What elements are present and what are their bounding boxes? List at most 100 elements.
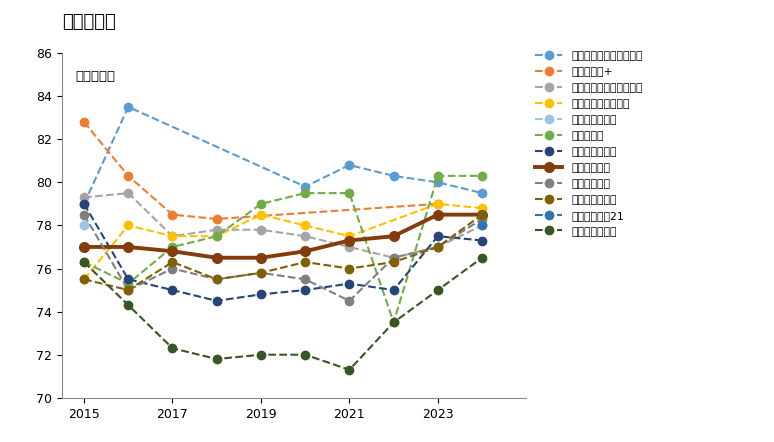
大成有楽不動産販売: [344, 233, 354, 239]
Line: 近鉄の介介: 近鉄の介介: [80, 171, 486, 327]
三井住友トラスト不動産: [168, 233, 177, 239]
Line: 東急リバブル: 東急リバブル: [79, 210, 487, 263]
三井住友トラスト不動産: [212, 227, 221, 232]
東急リバブル: [256, 255, 265, 260]
三井住友トラスト不動産: [256, 227, 265, 232]
福屋不動産販売: [478, 255, 487, 260]
三井のリハウス: [433, 233, 443, 239]
長谷工の介介: [168, 266, 177, 271]
大成有楽不動産販売: [168, 233, 177, 239]
三井住友トラスト不動産: [344, 244, 354, 250]
福屋不動産販売: [433, 287, 443, 293]
住友不動産販売: [389, 259, 399, 265]
東急リバブル: [389, 233, 399, 239]
三井住友トラスト不動産: [124, 191, 133, 196]
近鉄の介介: [256, 201, 265, 206]
長谷工の介介: [478, 216, 487, 221]
野村の介介+: [212, 216, 221, 221]
三井住友トラスト不動産: [300, 233, 310, 239]
大成有楽不動産販売: [256, 212, 265, 217]
野村の介介+: [168, 212, 177, 217]
福屋不動産販売: [124, 302, 133, 308]
大成有楽不動産販売: [433, 201, 443, 206]
長谷工の介介: [389, 255, 399, 260]
福屋不動産販売: [212, 356, 221, 362]
三井住友トラスト不動産: [389, 255, 399, 260]
住友林業ホームサービス: [124, 104, 133, 110]
三井のリハウス: [389, 287, 399, 293]
大成有楽不動産販売: [478, 206, 487, 211]
東急リバブル: [124, 244, 133, 250]
住友不動産販売: [212, 277, 221, 282]
長谷工の介介: [300, 277, 310, 282]
三井のリハウス: [80, 201, 89, 206]
近鉄の介介: [478, 173, 487, 179]
長谷工の介介: [212, 277, 221, 282]
Line: 住友林業ホームサービス: 住友林業ホームサービス: [80, 103, 486, 208]
近鉄の介介: [433, 173, 443, 179]
福屋不動産販売: [168, 346, 177, 351]
大成有楽不動産販売: [212, 233, 221, 239]
東急リバブル: [80, 244, 89, 250]
三井住友トラスト不動産: [478, 223, 487, 228]
住友林業ホームサービス: [478, 191, 487, 196]
東急リバブル: [212, 255, 221, 260]
三井のリハウス: [300, 287, 310, 293]
住友不動産販売: [478, 212, 487, 217]
Text: マンション: マンション: [62, 13, 115, 31]
住友不動産販売: [433, 244, 443, 250]
長谷工の介介: [344, 298, 354, 304]
野村の介介+: [124, 173, 133, 179]
Line: 三井のリハウス: 三井のリハウス: [80, 200, 486, 305]
大成有楽不動産販売: [300, 223, 310, 228]
住友林業ホームサービス: [300, 184, 310, 189]
三井のリハウス: [212, 298, 221, 304]
住友林業ホームサービス: [344, 163, 354, 168]
住友不動産販売: [300, 259, 310, 265]
近鉄の介介: [389, 320, 399, 325]
三井のリハウス: [256, 292, 265, 297]
三井住友トラスト不動産: [80, 195, 89, 200]
三井のリハウス: [478, 238, 487, 243]
Line: 住友不動産販売: 住友不動産販売: [80, 210, 486, 294]
住友林業ホームサービス: [433, 180, 443, 185]
近鉄の介介: [168, 244, 177, 250]
近鉄の介介: [212, 233, 221, 239]
東急リバブル: [344, 238, 354, 243]
Line: 長谷工の介介: 長谷工の介介: [80, 210, 486, 305]
福屋不動産販売: [256, 352, 265, 357]
Text: 顧客満足度: 顧客満足度: [76, 70, 116, 83]
長谷工の介介: [256, 270, 265, 275]
野村の介介+: [80, 119, 89, 125]
長谷工の介介: [433, 244, 443, 250]
三井住友トラスト不動産: [433, 244, 443, 250]
三井のリハウス: [344, 281, 354, 286]
三井のリハウス: [168, 287, 177, 293]
住友不動産販売: [80, 277, 89, 282]
東急リバブル: [433, 212, 443, 217]
Line: 大成有楽不動産販売: 大成有楽不動産販売: [80, 200, 486, 283]
住友不動産販売: [344, 266, 354, 271]
住友不動産販売: [168, 259, 177, 265]
福屋不動産販売: [389, 320, 399, 325]
大成有楽不動産販売: [124, 223, 133, 228]
東急リバブル: [168, 248, 177, 254]
東急リバブル: [478, 212, 487, 217]
Line: 福屋不動産販売: 福屋不動産販売: [80, 254, 486, 374]
福屋不動産販売: [80, 259, 89, 265]
福屋不動産販売: [300, 352, 310, 357]
福屋不動産販売: [344, 367, 354, 373]
住友不動産販売: [256, 270, 265, 275]
大成有楽不動産販売: [80, 277, 89, 282]
近鉄の介介: [300, 191, 310, 196]
Line: 三井住友トラスト不動産: 三井住友トラスト不動産: [80, 189, 486, 262]
長谷工の介介: [80, 212, 89, 217]
住友不動産販売: [124, 287, 133, 293]
Line: 野村の介介+: 野村の介介+: [80, 118, 442, 223]
長谷工の介介: [124, 287, 133, 293]
近鉄の介介: [80, 259, 89, 265]
近鉄の介介: [124, 281, 133, 286]
東急リバブル: [300, 248, 310, 254]
住友林業ホームサービス: [80, 201, 89, 206]
Legend: 住友林業ホームサービス, 野村の介介+, 三井住友トラスト不動産, 大成有楽不動産販売, 大京穴吹不動産, 近鉄の介介, 三井のリハウス, 東急リバブル, 長谷: 住友林業ホームサービス, 野村の介介+, 三井住友トラスト不動産, 大成有楽不動…: [531, 46, 647, 241]
